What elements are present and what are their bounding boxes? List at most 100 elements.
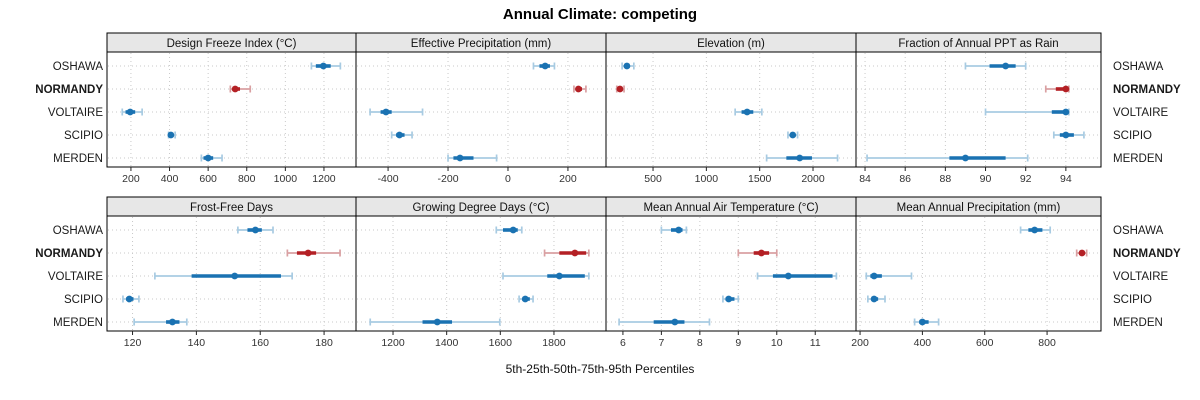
median-dot xyxy=(1078,249,1086,257)
x-tick-label: 1800 xyxy=(542,337,566,349)
x-tick-label: 160 xyxy=(251,337,269,349)
x-tick-label: 400 xyxy=(161,173,179,185)
median-dot xyxy=(962,154,969,162)
median-dot xyxy=(623,62,631,70)
median-dot xyxy=(571,249,579,257)
category-label-left: SCIPIO xyxy=(64,294,103,306)
median-dot xyxy=(725,295,733,303)
panel-plot-area xyxy=(355,51,607,168)
median-dot xyxy=(575,85,582,93)
category-label-left: MERDEN xyxy=(53,317,103,329)
category-label-right: VOLTAIRE xyxy=(1113,271,1168,283)
panel-plot-area xyxy=(605,215,857,332)
median-dot xyxy=(1002,62,1010,70)
panel-plot-area xyxy=(106,51,357,168)
strip-title: Frost-Free Days xyxy=(190,202,273,214)
chart-title: Annual Climate: competing xyxy=(502,6,698,23)
category-label-right: OSHAWA xyxy=(1113,61,1164,73)
x-tick-label: 1600 xyxy=(489,337,513,349)
category-label-left: NORMANDY xyxy=(35,84,103,96)
x-tick-label: 84 xyxy=(859,173,871,185)
median-dot xyxy=(231,85,239,93)
category-label-left: SCIPIO xyxy=(64,130,103,142)
median-dot xyxy=(231,272,239,280)
x-tick-label: 7 xyxy=(658,337,664,349)
category-label-left: VOLTAIRE xyxy=(48,107,103,119)
median-dot xyxy=(456,154,464,162)
x-tick-label: 120 xyxy=(124,337,142,349)
median-dot xyxy=(675,226,683,234)
median-dot xyxy=(396,131,403,139)
category-label-right: NORMANDY xyxy=(1113,248,1181,260)
x-tick-label: 180 xyxy=(315,337,333,349)
x-tick-label: 200 xyxy=(122,173,140,185)
panel-plot-area xyxy=(855,215,1102,332)
x-tick-label: -200 xyxy=(438,173,459,185)
category-label-right: SCIPIO xyxy=(1113,294,1152,306)
median-dot xyxy=(204,154,212,162)
median-dot xyxy=(616,85,624,93)
x-tick-label: 1400 xyxy=(435,337,459,349)
x-tick-label: 1000 xyxy=(274,173,298,185)
x-tick-label: 2000 xyxy=(801,173,825,185)
x-tick-label: 1000 xyxy=(695,173,719,185)
median-dot xyxy=(382,108,390,116)
panel-plot-area xyxy=(355,215,607,332)
x-tick-label: 88 xyxy=(940,173,952,185)
x-tick-label: 800 xyxy=(238,173,256,185)
median-dot xyxy=(1062,108,1070,116)
strip-title: Elevation (m) xyxy=(697,38,765,50)
category-label-right: MERDEN xyxy=(1113,153,1163,165)
x-tick-label: 140 xyxy=(188,337,206,349)
category-label-left: VOLTAIRE xyxy=(48,271,103,283)
median-dot xyxy=(252,226,259,234)
panel-plot-area xyxy=(605,51,857,168)
median-dot xyxy=(757,249,765,257)
median-dot xyxy=(789,131,797,139)
x-tick-label: 86 xyxy=(899,173,911,185)
x-tick-label: 8 xyxy=(697,337,703,349)
median-dot xyxy=(1062,131,1070,139)
median-dot xyxy=(433,318,441,326)
median-dot xyxy=(541,62,549,70)
panel-plot-area xyxy=(855,51,1102,168)
category-label-left: NORMANDY xyxy=(35,248,103,260)
x-axis-caption: 5th-25th-50th-75th-95th Percentiles xyxy=(505,362,695,376)
median-dot xyxy=(784,272,792,280)
strip-title: Mean Annual Precipitation (mm) xyxy=(897,202,1061,214)
median-dot xyxy=(555,272,563,280)
x-tick-label: 200 xyxy=(559,173,577,185)
median-dot xyxy=(870,272,878,280)
x-tick-label: 600 xyxy=(976,337,994,349)
x-tick-label: 0 xyxy=(505,173,511,185)
median-dot xyxy=(918,318,926,326)
x-tick-label: -400 xyxy=(378,173,399,185)
category-label-left: MERDEN xyxy=(53,153,103,165)
median-dot xyxy=(870,295,878,303)
panel-plot-area xyxy=(106,215,357,332)
category-label-right: SCIPIO xyxy=(1113,130,1152,142)
median-dot xyxy=(126,108,134,116)
category-label-right: OSHAWA xyxy=(1113,225,1164,237)
x-tick-label: 94 xyxy=(1060,173,1072,185)
strip-title: Mean Annual Air Temperature (°C) xyxy=(643,202,818,214)
median-dot xyxy=(521,295,529,303)
median-dot xyxy=(743,108,751,116)
category-label-right: VOLTAIRE xyxy=(1113,107,1168,119)
x-tick-label: 1500 xyxy=(748,173,772,185)
x-tick-label: 500 xyxy=(644,173,662,185)
strip-title: Growing Degree Days (°C) xyxy=(413,202,550,214)
x-tick-label: 600 xyxy=(199,173,217,185)
x-tick-label: 1200 xyxy=(381,337,405,349)
median-dot xyxy=(319,62,327,70)
x-tick-label: 800 xyxy=(1038,337,1056,349)
category-label-right: MERDEN xyxy=(1113,317,1163,329)
x-tick-label: 400 xyxy=(914,337,932,349)
strip-title: Fraction of Annual PPT as Rain xyxy=(898,38,1058,50)
median-dot xyxy=(167,131,175,139)
median-dot xyxy=(125,295,133,303)
x-tick-label: 92 xyxy=(1020,173,1032,185)
median-dot xyxy=(1031,226,1039,234)
x-tick-label: 1200 xyxy=(312,173,336,185)
x-tick-label: 90 xyxy=(980,173,992,185)
